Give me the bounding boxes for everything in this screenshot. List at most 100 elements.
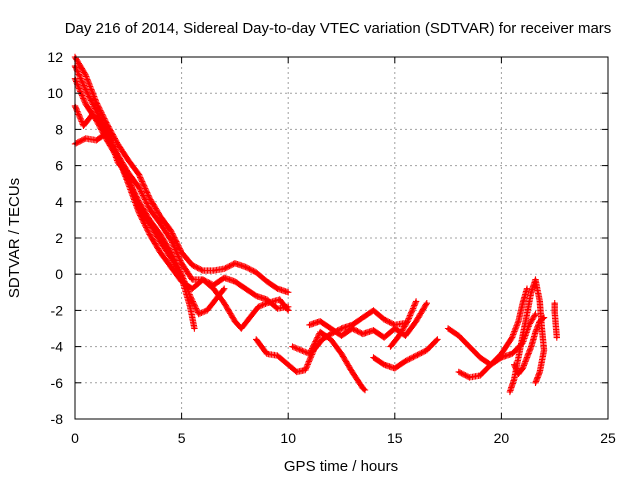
data-point (525, 312, 529, 316)
y-tick-label: 6 (55, 158, 63, 174)
data-point (191, 278, 194, 281)
data-point (489, 363, 492, 366)
series-track-n (511, 314, 548, 377)
data-point (137, 211, 141, 214)
data-point (508, 390, 512, 394)
data-point (521, 301, 524, 305)
data-point (244, 287, 247, 290)
data-point (404, 334, 407, 337)
data-point (525, 356, 529, 359)
data-point (95, 101, 98, 104)
series-track-o (551, 300, 560, 341)
data-point (105, 122, 109, 126)
data-point (350, 327, 354, 330)
data-point (540, 327, 544, 330)
data-point (510, 352, 514, 356)
y-tick-label: 2 (55, 230, 63, 246)
y-tick-label: 4 (55, 194, 63, 210)
data-point (553, 301, 556, 305)
data-point (446, 327, 450, 330)
y-tick-label: 0 (55, 266, 63, 282)
data-point (212, 269, 215, 272)
data-point (527, 323, 531, 327)
data-point (350, 370, 354, 374)
data-point (116, 142, 119, 146)
data-point (278, 298, 281, 301)
data-point (84, 137, 87, 140)
series-markers (370, 336, 441, 372)
data-point (542, 316, 546, 319)
series-track-m (506, 276, 548, 396)
data-point (329, 338, 333, 341)
data-point (542, 349, 546, 352)
data-point (255, 294, 258, 298)
series-markers (71, 129, 292, 332)
data-point (191, 263, 194, 267)
y-tick-label: 8 (55, 121, 63, 137)
series-track-i (370, 336, 441, 372)
data-point (169, 229, 173, 232)
data-point (414, 300, 418, 303)
data-point (201, 278, 205, 281)
data-point (105, 131, 109, 135)
data-point (240, 327, 243, 330)
data-point (169, 265, 173, 269)
data-point (340, 334, 343, 337)
data-point (299, 349, 303, 352)
data-point (201, 269, 205, 272)
data-point (521, 367, 524, 370)
data-point (265, 352, 269, 356)
data-point (530, 345, 533, 348)
data-point (223, 301, 226, 305)
x-tick-label: 0 (71, 430, 79, 446)
data-point (393, 323, 396, 327)
data-point (193, 327, 196, 330)
data-point (308, 323, 311, 327)
data-point (287, 309, 290, 312)
data-point (512, 363, 516, 366)
data-point (169, 256, 173, 260)
series-track-j (387, 298, 420, 350)
data-point (406, 320, 409, 323)
data-point (95, 139, 98, 142)
series-markers (289, 328, 369, 394)
data-point (127, 182, 130, 185)
data-point (555, 336, 559, 339)
data-point (538, 300, 541, 303)
data-point (295, 370, 298, 374)
data-point (512, 377, 516, 381)
data-point (265, 280, 269, 283)
data-point (425, 349, 428, 352)
data-point (372, 356, 375, 359)
data-point (90, 113, 94, 117)
data-point (382, 363, 386, 366)
data-point (329, 332, 333, 336)
data-point (517, 356, 520, 359)
data-point (180, 280, 183, 283)
data-point (521, 334, 524, 337)
data-point (137, 186, 141, 189)
data-point (159, 251, 162, 254)
data-point (95, 110, 98, 113)
data-point (517, 372, 520, 375)
data-point (244, 265, 247, 269)
x-axis-label: GPS time / hours (284, 458, 398, 475)
data-point (148, 196, 151, 200)
data-point (148, 222, 151, 225)
data-point (265, 298, 269, 301)
series-track-l (455, 285, 531, 381)
data-point (393, 367, 396, 370)
data-point (361, 387, 365, 390)
data-point (169, 238, 173, 242)
data-point (223, 287, 226, 290)
data-point (517, 320, 520, 323)
data-point (534, 278, 537, 281)
data-point (372, 309, 375, 312)
data-point (414, 354, 418, 357)
data-point (534, 381, 537, 384)
data-point (318, 320, 322, 323)
data-point (159, 240, 162, 243)
data-point (397, 334, 401, 337)
data-point (159, 222, 162, 225)
